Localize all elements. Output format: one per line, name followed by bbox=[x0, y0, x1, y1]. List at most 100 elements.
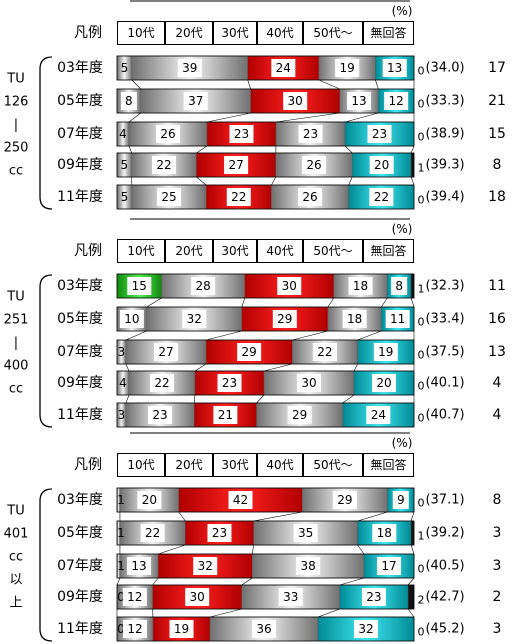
value-label: 3 bbox=[118, 408, 126, 422]
group-label-line: TU bbox=[6, 290, 24, 305]
value-label-box bbox=[122, 588, 147, 606]
value-label-box bbox=[297, 374, 321, 392]
value-label-box bbox=[293, 524, 318, 542]
legend-item: 30代 bbox=[221, 244, 248, 258]
connector-line bbox=[357, 330, 382, 341]
legend-box bbox=[213, 239, 257, 263]
category-label: 09年度 bbox=[57, 375, 103, 391]
value-label-box bbox=[377, 557, 402, 575]
value-label-box bbox=[154, 343, 179, 361]
group-bracket bbox=[39, 488, 53, 642]
connector-line bbox=[206, 330, 242, 341]
value-label: 26 bbox=[160, 127, 175, 141]
value-label: 20 bbox=[142, 493, 157, 507]
group-label-line: | bbox=[14, 336, 18, 351]
category-label: 11年度 bbox=[57, 407, 103, 423]
sample-count: 15 bbox=[488, 126, 506, 142]
legend-item: 40代 bbox=[266, 458, 293, 472]
legend-item: 20代 bbox=[175, 26, 202, 40]
value-label-box bbox=[156, 125, 180, 143]
legend-box bbox=[303, 453, 363, 477]
value-label: 25 bbox=[161, 190, 176, 204]
value-label: 9 bbox=[397, 493, 405, 507]
value-label-box bbox=[348, 277, 373, 295]
average-age: (45.2) bbox=[425, 622, 464, 637]
connector-line bbox=[327, 297, 335, 308]
value-label: 26 bbox=[306, 158, 321, 172]
category-label: 05年度 bbox=[57, 525, 103, 541]
value-label-box bbox=[277, 277, 302, 295]
value-label: 27 bbox=[158, 345, 173, 359]
value-label: 1 bbox=[418, 283, 425, 296]
value-label: 1 bbox=[117, 493, 125, 507]
bar-outline bbox=[116, 339, 415, 365]
group-label-line: 上 bbox=[9, 596, 22, 611]
value-label-box bbox=[271, 59, 296, 77]
value-label: 11 bbox=[390, 312, 405, 326]
value-label-box bbox=[272, 310, 297, 328]
bar-outline bbox=[116, 520, 415, 546]
category-label: 05年度 bbox=[57, 311, 103, 327]
legend-box bbox=[165, 239, 213, 263]
connector-line bbox=[251, 544, 254, 555]
value-label: 20 bbox=[374, 158, 389, 172]
connector-line bbox=[196, 145, 208, 154]
value-label: 12 bbox=[127, 590, 142, 604]
value-label-box bbox=[332, 491, 357, 509]
connector-line bbox=[158, 544, 186, 555]
value-label: 10 bbox=[124, 312, 139, 326]
value-label-box bbox=[283, 92, 308, 110]
value-label-box bbox=[369, 188, 394, 206]
legend-item: 50代～ bbox=[313, 244, 352, 258]
value-label-box bbox=[302, 156, 327, 174]
category-label: 05年度 bbox=[57, 93, 103, 109]
legend-label: 凡例 bbox=[74, 457, 102, 473]
category-label: 03年度 bbox=[57, 278, 103, 294]
value-label: 23 bbox=[222, 376, 237, 390]
value-label: 32 bbox=[198, 559, 213, 573]
group-label-line: 400 bbox=[4, 359, 29, 374]
value-label: 1 bbox=[117, 526, 125, 540]
value-label-box bbox=[298, 125, 323, 143]
value-label-box bbox=[385, 310, 410, 328]
value-label-box bbox=[193, 557, 218, 575]
legend-label: 凡例 bbox=[74, 25, 102, 41]
value-label: 0 bbox=[418, 98, 425, 111]
legend-item: 10代 bbox=[127, 26, 154, 40]
value-label: 2 bbox=[418, 594, 425, 607]
average-age: (39.3) bbox=[425, 158, 464, 173]
value-label: 15 bbox=[132, 279, 147, 293]
value-label: 4 bbox=[119, 376, 127, 390]
value-label: 0 bbox=[418, 626, 425, 639]
value-label: 18 bbox=[353, 279, 368, 293]
value-label: 39 bbox=[182, 61, 197, 75]
connector-line bbox=[131, 79, 141, 90]
connector-line bbox=[339, 577, 365, 586]
value-label: 32 bbox=[187, 312, 202, 326]
sample-count: 17 bbox=[488, 60, 506, 76]
value-label: 23 bbox=[372, 127, 387, 141]
average-age: (42.7) bbox=[425, 590, 464, 605]
category-label: 07年度 bbox=[57, 344, 103, 360]
average-age: (40.5) bbox=[425, 559, 464, 574]
connector-line bbox=[407, 608, 415, 618]
group-label-line: 401 bbox=[4, 527, 29, 542]
category-label: 09年度 bbox=[57, 157, 103, 173]
legend-box bbox=[363, 239, 414, 263]
legend-item: 30代 bbox=[221, 26, 248, 40]
connector-line bbox=[292, 330, 328, 341]
connector-line bbox=[275, 112, 340, 123]
connector-line bbox=[241, 297, 245, 308]
connector-line bbox=[125, 363, 130, 372]
value-label: 24 bbox=[371, 408, 386, 422]
average-age: (39.4) bbox=[425, 190, 464, 205]
percent-symbol: (%) bbox=[392, 436, 413, 450]
connector-line bbox=[410, 511, 415, 522]
value-label: 30 bbox=[288, 94, 303, 108]
connector-line bbox=[271, 176, 277, 186]
legend-item: 無回答 bbox=[370, 25, 406, 40]
value-label: 37 bbox=[188, 94, 203, 108]
bar-outline bbox=[116, 273, 415, 299]
